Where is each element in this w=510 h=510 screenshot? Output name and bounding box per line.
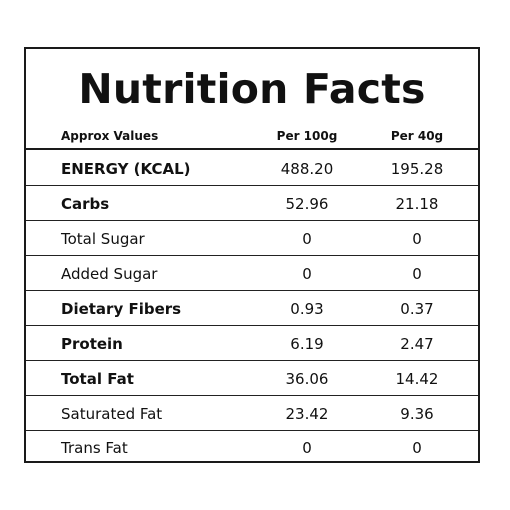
- row-value-per-40g: 9.36: [400, 404, 434, 423]
- row-value-per-40g: 21.18: [395, 194, 439, 213]
- row-value-per-100g: 23.42: [285, 404, 329, 423]
- row-value-per-40g: 0: [412, 438, 422, 457]
- row-value-per-100g: 0: [302, 438, 312, 457]
- row-value-per-100g: 52.96: [285, 194, 329, 213]
- row-value-per-40g: 0: [412, 229, 422, 248]
- table-row-trans-fat: Trans Fat 0 0: [26, 430, 478, 464]
- row-value-per-40g: 0.37: [400, 299, 434, 318]
- table-row-total-fat: Total Fat 36.06 14.42: [26, 360, 478, 396]
- row-value-per-40g: 0: [412, 264, 422, 283]
- table-header: Approx Values Per 100g Per 40g: [26, 126, 478, 146]
- row-name: Protein: [61, 334, 123, 353]
- table-row-saturated-fat: Saturated Fat 23.42 9.36: [26, 395, 478, 431]
- row-value-per-100g: 36.06: [285, 369, 329, 388]
- row-value-per-100g: 6.19: [290, 334, 324, 353]
- row-name: Total Fat: [61, 369, 134, 388]
- nutrition-facts-title: Nutrition Facts: [78, 65, 426, 113]
- row-value-per-100g: 488.20: [280, 159, 334, 178]
- row-value-per-100g: 0: [302, 264, 312, 283]
- table-row-total-sugar: Total Sugar 0 0: [26, 220, 478, 256]
- table-row-dietary-fibers: Dietary Fibers 0.93 0.37: [26, 290, 478, 326]
- table-row-energy: ENERGY (KCAL) 488.20 195.28: [26, 148, 478, 187]
- row-name: Dietary Fibers: [61, 299, 182, 318]
- nutrition-facts-panel: Nutrition Facts Approx Values Per 100g P…: [24, 47, 480, 463]
- row-name: Carbs: [61, 194, 110, 213]
- row-value-per-100g: 0: [302, 229, 312, 248]
- row-value-per-100g: 0.93: [290, 299, 324, 318]
- row-name: Added Sugar: [61, 264, 158, 283]
- row-name: Trans Fat: [61, 438, 128, 457]
- row-name: ENERGY (KCAL): [61, 159, 191, 178]
- approx-values-label: Approx Values: [61, 129, 159, 143]
- row-value-per-40g: 14.42: [395, 369, 439, 388]
- table-row-carbs: Carbs 52.96 21.18: [26, 185, 478, 221]
- row-value-per-40g: 195.28: [390, 159, 444, 178]
- row-name: Total Sugar: [61, 229, 145, 248]
- table-row-added-sugar: Added Sugar 0 0: [26, 255, 478, 291]
- row-value-per-40g: 2.47: [400, 334, 434, 353]
- per-100g-header: Per 100g: [276, 129, 338, 143]
- per-40g-header: Per 40g: [390, 129, 444, 143]
- row-name: Saturated Fat: [61, 404, 163, 423]
- table-row-protein: Protein 6.19 2.47: [26, 325, 478, 361]
